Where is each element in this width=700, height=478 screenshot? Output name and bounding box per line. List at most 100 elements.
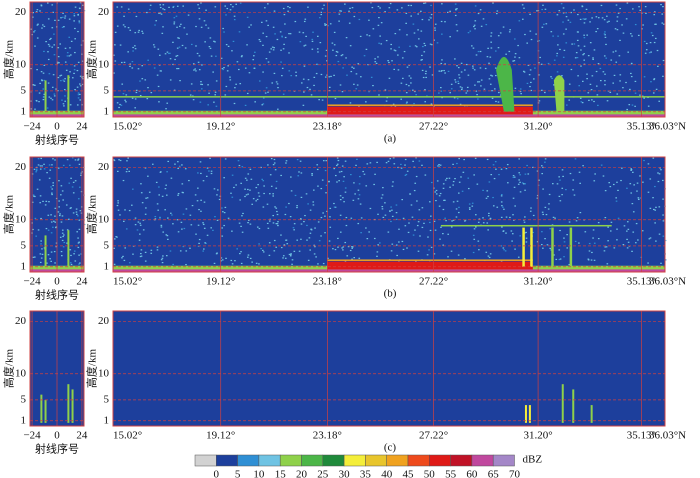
echo-speckle (43, 163, 45, 165)
echo-speckle (570, 68, 573, 71)
echo-speckle (441, 69, 443, 72)
echo-speckle (134, 45, 136, 47)
echo-speckle (119, 159, 122, 162)
echo-speckle (456, 200, 459, 202)
echo-speckle (355, 73, 358, 75)
echo-speckle (234, 87, 236, 89)
echo-speckle (391, 215, 394, 217)
echo-speckle (591, 17, 593, 19)
echo-speckle (639, 9, 642, 11)
echo-speckle (69, 47, 71, 49)
echo-speckle (512, 175, 515, 177)
echo-speckle (268, 220, 271, 222)
echo-speckle (300, 82, 303, 84)
echo-speckle (631, 104, 634, 106)
echo-speckle (502, 247, 505, 249)
echo-speckle (141, 202, 144, 204)
echo-speckle (73, 253, 75, 255)
echo-speckle (162, 231, 165, 233)
echo-speckle (50, 37, 52, 40)
echo-speckle (339, 231, 342, 233)
echo-speckle (78, 7, 81, 9)
convective-echo (67, 75, 70, 112)
echo-speckle (173, 21, 176, 23)
echo-speckle (511, 233, 514, 235)
echo-speckle (262, 251, 265, 253)
echo-speckle (505, 216, 508, 218)
echo-speckle (213, 188, 216, 190)
echo-speckle (303, 221, 305, 223)
echo-speckle (166, 171, 168, 173)
echo-speckle (335, 54, 338, 57)
echo-speckle (411, 216, 414, 218)
echo-speckle (637, 198, 640, 201)
echo-speckle (603, 250, 606, 252)
echo-speckle (616, 93, 619, 95)
echo-speckle (589, 42, 592, 44)
colorbar-tick-label: 65 (488, 469, 500, 478)
echo-speckle (324, 169, 327, 172)
echo-speckle (356, 158, 358, 160)
echo-speckle (47, 51, 49, 53)
echo-speckle (391, 243, 394, 245)
echo-speckle (342, 249, 344, 251)
echo-speckle (477, 221, 480, 223)
echo-speckle (429, 221, 431, 224)
echo-speckle (408, 85, 410, 87)
echo-speckle (430, 4, 432, 7)
echo-speckle (488, 212, 490, 214)
echo-speckle (442, 244, 445, 246)
echo-speckle (378, 94, 380, 96)
echo-speckle (158, 186, 160, 188)
echo-speckle (576, 217, 579, 219)
echo-speckle (220, 57, 223, 59)
echo-speckle (323, 4, 325, 6)
echo-speckle (284, 23, 286, 25)
echo-speckle (596, 94, 599, 96)
echo-speckle (183, 27, 186, 29)
echo-speckle (422, 76, 425, 79)
echo-speckle (385, 39, 388, 42)
y-tick-label: 1 (104, 414, 110, 426)
echo-speckle (406, 66, 409, 68)
echo-speckle (492, 2, 494, 4)
echo-speckle (436, 42, 439, 44)
echo-speckle (479, 50, 482, 53)
echo-speckle (619, 39, 621, 42)
echo-speckle (395, 244, 398, 246)
echo-speckle (50, 221, 53, 223)
echo-speckle (79, 2, 82, 4)
echo-speckle (467, 177, 470, 179)
echo-speckle (138, 90, 141, 92)
echo-speckle (581, 80, 584, 82)
echo-speckle (599, 67, 602, 70)
echo-speckle (574, 158, 577, 160)
echo-speckle (246, 92, 249, 95)
echo-speckle (208, 46, 211, 48)
echo-speckle (222, 68, 225, 71)
echo-speckle (606, 15, 608, 17)
echo-speckle (192, 63, 195, 65)
echo-speckle (145, 207, 147, 209)
echo-speckle (195, 70, 197, 72)
echo-speckle (607, 226, 609, 228)
echo-speckle (455, 9, 457, 11)
echo-speckle (275, 187, 278, 189)
echo-speckle (73, 13, 76, 15)
echo-speckle (182, 213, 185, 215)
echo-speckle (617, 217, 620, 219)
echo-speckle (40, 79, 43, 81)
echo-speckle (185, 250, 188, 252)
x-tick-label: 27.22° (419, 276, 448, 288)
echo-speckle (166, 235, 169, 237)
echo-speckle (339, 214, 342, 216)
echo-speckle (214, 41, 216, 43)
echo-speckle (478, 249, 480, 251)
echo-speckle (283, 244, 286, 246)
echo-speckle (273, 162, 276, 164)
echo-speckle (458, 211, 460, 214)
echo-speckle (147, 87, 149, 89)
echo-speckle (419, 235, 421, 237)
echo-speckle (176, 5, 179, 7)
echo-speckle (79, 262, 81, 264)
